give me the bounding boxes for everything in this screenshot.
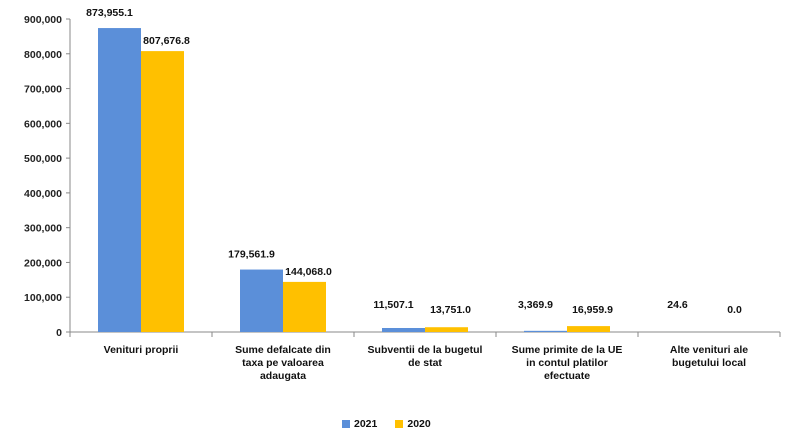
bar-2021-1 (240, 269, 283, 332)
x-category-label-line: in contul platilor (526, 357, 608, 369)
legend-label-2021: 2021 (354, 418, 378, 430)
bar-2020-2 (425, 327, 468, 332)
x-category-label-line: adaugata (259, 370, 307, 382)
x-category-label-line: Venituri proprii (103, 344, 179, 356)
x-category-label: Sume defalcate din taxa pe valoarea adauga… (213, 344, 353, 383)
bar-2021-3 (524, 330, 567, 332)
legend-swatch-2020 (395, 420, 404, 428)
y-tick-label: 100,000 (24, 292, 62, 304)
x-category-label: Subventii de la bugetul de stat (355, 344, 495, 370)
y-tick-label: 300,000 (24, 223, 62, 235)
y-tick-label: 600,000 (24, 118, 62, 130)
data-label-2020-2: 13,751.0 (430, 304, 471, 316)
y-tick-label: 0 (56, 327, 62, 339)
data-label-2021-4: 24.6 (667, 299, 688, 311)
legend-item-2020: 2020 (395, 418, 431, 430)
bar-2020-3 (567, 326, 610, 332)
data-label-2021-2: 11,507.1 (373, 299, 413, 311)
y-tick-label: 900,000 (24, 14, 62, 26)
y-tick-label: 200,000 (24, 257, 62, 269)
legend-item-2021: 2021 (342, 418, 377, 430)
data-label-2020-0: 807,676.8 (143, 35, 190, 47)
data-label-2020-1: 144,068.0 (285, 266, 332, 278)
data-label-2020-4: 0.0 (727, 304, 742, 316)
data-label-2021-1: 179,561.9 (228, 249, 275, 261)
data-label-2021-0: 873,955.1 (86, 7, 133, 19)
y-tick-label: 800,000 (24, 49, 62, 61)
y-tick-label: 700,000 (24, 84, 62, 96)
x-category-label: Alte venituri ale bugetului local (639, 344, 779, 370)
y-tick-label: 500,000 (24, 153, 62, 165)
x-category-label-line: efectuate (543, 370, 591, 382)
x-category-label-line: de stat (408, 357, 442, 369)
x-category-label: Sume primite de la UE in contul platilor e… (497, 344, 637, 383)
x-category-label-line: Subventii de la bugetul (367, 344, 483, 356)
bar-2021-0 (98, 28, 141, 333)
x-category-label: Venituri proprii (71, 344, 211, 357)
y-tick-label: 400,000 (24, 188, 62, 200)
bar-2020-0 (141, 51, 184, 332)
data-label-2021-3: 3,369.9 (518, 299, 553, 311)
legend: 2021 2020 (342, 418, 431, 430)
data-label-2020-3: 16,959.9 (572, 304, 613, 316)
x-category-label-line: Sume defalcate din (235, 344, 331, 356)
bar-2020-1 (283, 281, 326, 332)
x-category-label-line: Sume primite de la UE (511, 344, 623, 356)
legend-swatch-2021 (342, 420, 350, 428)
x-category-label-line: Alte venituri ale (669, 344, 749, 356)
bar-2021-2 (382, 327, 425, 332)
legend-label-2020: 2020 (407, 418, 431, 430)
x-category-label-line: bugetului local (671, 357, 747, 369)
x-category-label-line: taxa pe valoarea (242, 357, 324, 369)
